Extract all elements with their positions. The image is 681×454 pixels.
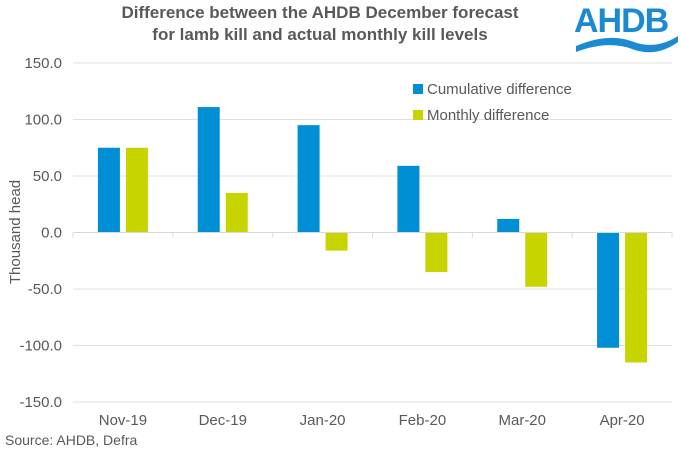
logo-wave-icon <box>576 36 678 53</box>
y-tick-label: 50.0 <box>33 168 62 185</box>
source-note: Source: AHDB, Defra <box>5 432 138 448</box>
bar-monthly-difference <box>525 232 548 287</box>
legend-label: Cumulative difference <box>427 81 572 98</box>
bar-monthly-difference <box>325 232 348 251</box>
bar-cumulative-difference <box>197 107 220 233</box>
chart-title: Difference between the AHDB December for… <box>60 2 580 46</box>
chart-title-line2: for lamb kill and actual monthly kill le… <box>152 25 488 44</box>
bar-monthly-difference <box>225 192 248 233</box>
y-tick-label: -150.0 <box>19 394 62 411</box>
legend-label: Monthly difference <box>427 107 549 124</box>
y-tick-label: 0.0 <box>41 225 62 242</box>
y-tick-label: -50.0 <box>28 281 62 298</box>
y-tick-label: -100.0 <box>19 338 62 355</box>
legend-swatch <box>413 84 423 94</box>
y-axis-label: Thousand head <box>7 180 24 284</box>
x-tick-label: Jan-20 <box>300 412 346 429</box>
y-tick-label: 150.0 <box>24 55 62 72</box>
x-tick-label: Dec-19 <box>199 412 247 429</box>
bar-cumulative-difference <box>297 125 320 233</box>
ahdb-logo: AHDB <box>574 2 678 58</box>
bar-cumulative-difference <box>597 232 620 348</box>
chart-title-line1: Difference between the AHDB December for… <box>121 3 519 22</box>
x-tick-label: Mar-20 <box>498 412 546 429</box>
logo-text: AHDB <box>574 2 669 40</box>
bar-cumulative-difference <box>97 147 120 233</box>
x-tick-label: Feb-20 <box>399 412 447 429</box>
bar-monthly-difference <box>625 232 648 363</box>
y-tick-label: 100.0 <box>24 112 62 129</box>
x-tick-label: Apr-20 <box>600 412 645 429</box>
bar-monthly-difference <box>125 147 148 233</box>
x-tick-label: Nov-19 <box>99 412 147 429</box>
bar-cumulative-difference <box>497 218 520 233</box>
bar-monthly-difference <box>425 232 448 273</box>
bar-cumulative-difference <box>397 165 420 233</box>
legend-swatch <box>413 110 423 120</box>
